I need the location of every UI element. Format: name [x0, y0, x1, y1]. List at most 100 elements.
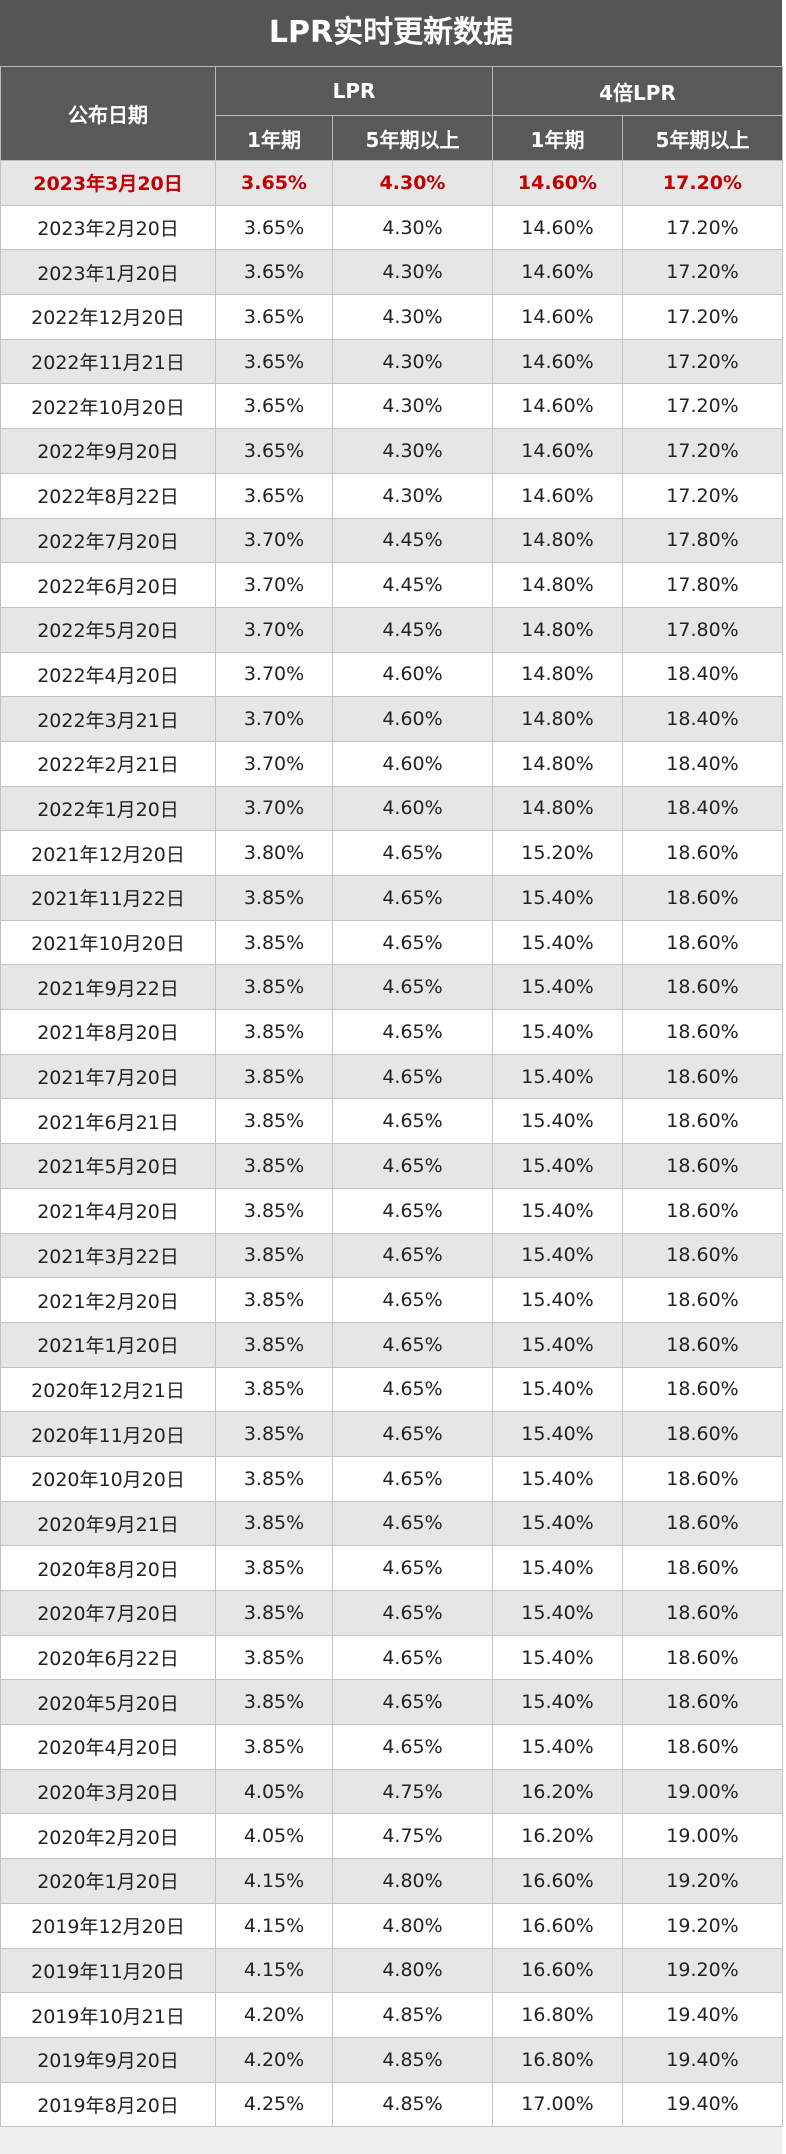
date-cell: 2020年7月20日	[0, 1590, 216, 1636]
rate-cell: 17.20%	[622, 472, 783, 519]
date-cell: 2021年11月22日	[0, 875, 216, 921]
rate-cell: 4.65%	[332, 1187, 493, 1234]
rate-cell: 18.60%	[622, 830, 783, 876]
rate-cell: 18.60%	[622, 1500, 783, 1547]
rate-cell: 3.65%	[215, 338, 333, 385]
rate-cell: 19.00%	[622, 1813, 783, 1860]
date-cell: 2022年3月21日	[0, 696, 216, 742]
header-cell: 1年期	[492, 115, 623, 161]
table-row: 2020年1月20日 4.15% 4.80% 16.60% 19.20%	[0, 1858, 783, 1904]
rate-cell: 4.65%	[332, 1500, 493, 1547]
rate-cell: 3.70%	[215, 562, 333, 608]
table-row: 2021年3月22日 3.85% 4.65% 15.40% 18.60%	[0, 1232, 783, 1279]
rate-cell: 14.60%	[492, 428, 623, 474]
table-row: 2022年11月21日 3.65% 4.30% 14.60% 17.20%	[0, 338, 783, 385]
rate-cell: 3.85%	[215, 1366, 333, 1413]
rate-cell: 3.70%	[215, 696, 333, 742]
date-cell: 2021年9月22日	[0, 964, 216, 1011]
table-row: 2020年4月20日 3.85% 4.65% 15.40% 18.60%	[0, 1724, 783, 1770]
table-row: 2020年10月20日 3.85% 4.65% 15.40% 18.60%	[0, 1455, 783, 1502]
rate-cell: 15.40%	[492, 1455, 623, 1502]
rate-cell: 3.85%	[215, 1053, 333, 1100]
rate-cell: 14.60%	[492, 338, 623, 385]
rate-cell: 17.20%	[622, 160, 783, 206]
rate-cell: 14.60%	[492, 472, 623, 519]
date-cell: 2020年4月20日	[0, 1724, 216, 1770]
rate-cell: 17.00%	[492, 2081, 623, 2128]
rate-cell: 4.30%	[332, 383, 493, 430]
rate-cell: 15.40%	[492, 1053, 623, 1100]
rate-cell: 15.40%	[492, 1411, 623, 1457]
rate-cell: 4.45%	[332, 562, 493, 608]
rate-cell: 18.60%	[622, 1143, 783, 1189]
date-cell: 2021年8月20日	[0, 1009, 216, 1055]
rate-cell: 4.30%	[332, 338, 493, 385]
rate-cell: 4.20%	[215, 1992, 333, 2038]
rate-cell: 15.20%	[492, 830, 623, 876]
date-cell: 2023年2月20日	[0, 204, 216, 251]
date-cell: 2021年7月20日	[0, 1053, 216, 1100]
rate-cell: 4.65%	[332, 875, 493, 921]
rate-cell: 3.70%	[215, 651, 333, 698]
rate-cell: 19.00%	[622, 1768, 783, 1815]
rate-cell: 3.85%	[215, 1187, 333, 1234]
date-cell: 2020年5月20日	[0, 1679, 216, 1726]
rate-cell: 15.40%	[492, 1545, 623, 1591]
rate-cell: 3.85%	[215, 1143, 333, 1189]
rate-cell: 4.45%	[332, 517, 493, 564]
date-cell: 2019年10月21日	[0, 1992, 216, 2038]
rate-cell: 18.60%	[622, 1545, 783, 1591]
rate-cell: 18.60%	[622, 1590, 783, 1636]
table-row: 2020年12月21日 3.85% 4.65% 15.40% 18.60%	[0, 1366, 783, 1413]
date-cell: 2022年9月20日	[0, 428, 216, 474]
rate-cell: 18.60%	[622, 964, 783, 1011]
table-row: 2022年10月20日 3.65% 4.30% 14.60% 17.20%	[0, 383, 783, 430]
date-cell: 2020年6月22日	[0, 1634, 216, 1681]
rate-cell: 3.85%	[215, 919, 333, 966]
rate-cell: 14.60%	[492, 160, 623, 206]
header-cell: 1年期	[215, 115, 333, 161]
rate-cell: 3.70%	[215, 740, 333, 787]
date-cell: 2022年5月20日	[0, 606, 216, 653]
rate-cell: 14.80%	[492, 740, 623, 787]
rate-cell: 3.80%	[215, 830, 333, 876]
rate-cell: 18.60%	[622, 1187, 783, 1234]
rate-cell: 15.40%	[492, 1500, 623, 1547]
date-cell: 2019年12月20日	[0, 1902, 216, 1949]
rate-cell: 15.40%	[492, 1009, 623, 1055]
rate-cell: 14.60%	[492, 249, 623, 296]
rate-cell: 15.40%	[492, 1143, 623, 1189]
rate-cell: 15.40%	[492, 875, 623, 921]
rate-cell: 14.80%	[492, 517, 623, 564]
rate-cell: 17.80%	[622, 562, 783, 608]
rate-cell: 16.20%	[492, 1768, 623, 1815]
table-row: 2021年12月20日 3.80% 4.65% 15.20% 18.60%	[0, 830, 783, 876]
table-row: 2020年11月20日 3.85% 4.65% 15.40% 18.60%	[0, 1411, 783, 1457]
rate-cell: 4.65%	[332, 1098, 493, 1145]
table-row: 2022年7月20日 3.70% 4.45% 14.80% 17.80%	[0, 517, 783, 564]
rate-cell: 4.80%	[332, 1902, 493, 1949]
date-cell: 2020年3月20日	[0, 1768, 216, 1815]
table-row: 2019年9月20日 4.20% 4.85% 16.80% 19.40%	[0, 2036, 783, 2083]
rate-cell: 17.80%	[622, 517, 783, 564]
date-cell: 2019年8月20日	[0, 2081, 216, 2128]
rate-cell: 3.85%	[215, 1098, 333, 1145]
table-row: 2019年8月20日 4.25% 4.85% 17.00% 19.40%	[0, 2081, 783, 2128]
rate-cell: 14.60%	[492, 204, 623, 251]
date-cell: 2022年12月20日	[0, 294, 216, 340]
rate-cell: 3.70%	[215, 606, 333, 653]
rate-cell: 4.65%	[332, 1679, 493, 1726]
table-row: 2020年3月20日 4.05% 4.75% 16.20% 19.00%	[0, 1768, 783, 1815]
rate-cell: 16.60%	[492, 1858, 623, 1904]
rate-cell: 3.85%	[215, 1500, 333, 1547]
date-cell: 2019年9月20日	[0, 2036, 216, 2083]
rate-cell: 19.40%	[622, 2036, 783, 2083]
date-cell: 2023年1月20日	[0, 249, 216, 296]
date-cell: 2022年8月22日	[0, 472, 216, 519]
rate-cell: 18.40%	[622, 651, 783, 698]
rate-cell: 3.85%	[215, 1009, 333, 1055]
date-cell: 2021年1月20日	[0, 1321, 216, 1368]
rate-cell: 18.60%	[622, 1009, 783, 1055]
rate-cell: 4.20%	[215, 2036, 333, 2083]
